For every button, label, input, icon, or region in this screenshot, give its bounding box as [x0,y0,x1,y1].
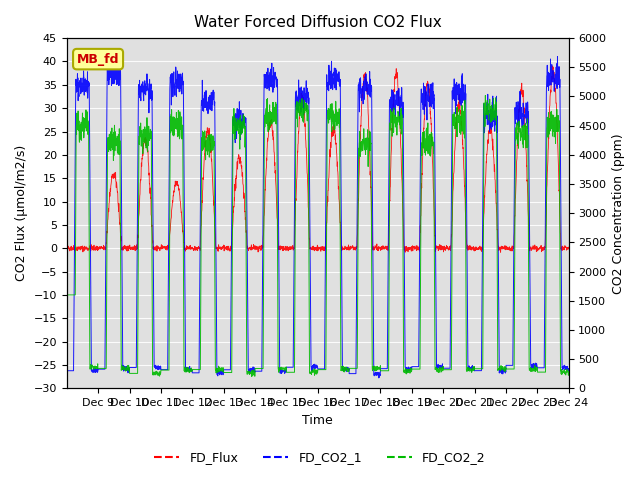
X-axis label: Time: Time [302,414,333,427]
Legend: FD_Flux, FD_CO2_1, FD_CO2_2: FD_Flux, FD_CO2_1, FD_CO2_2 [149,446,491,469]
Title: Water Forced Diffusion CO2 Flux: Water Forced Diffusion CO2 Flux [194,15,442,30]
Y-axis label: CO2 Concentration (ppm): CO2 Concentration (ppm) [612,133,625,294]
Y-axis label: CO2 Flux (μmol/m2/s): CO2 Flux (μmol/m2/s) [15,145,28,281]
Text: MB_fd: MB_fd [77,53,119,66]
